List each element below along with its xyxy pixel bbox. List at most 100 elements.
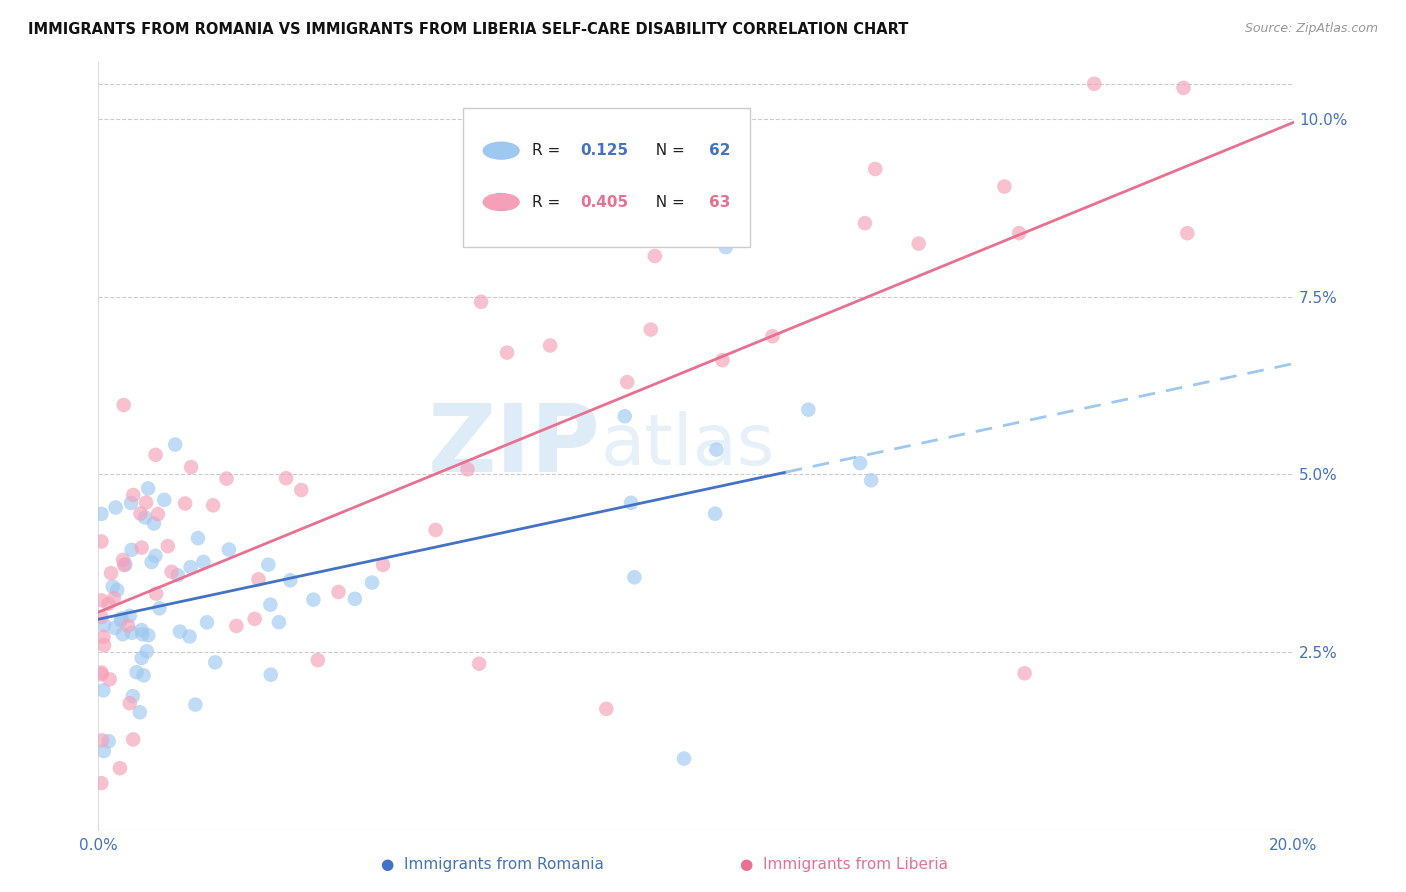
Point (711, 353, 734, 368)
Point (704, 442, 727, 457)
Point (93, 638, 115, 652)
Point (128, 705, 150, 719)
Point (131, 651, 153, 665)
Ellipse shape (484, 142, 519, 159)
Point (134, 510, 156, 524)
Point (111, 627, 134, 641)
Point (110, 613, 132, 627)
Point (120, 496, 142, 510)
Text: ●  Immigrants from Liberia: ● Immigrants from Liberia (740, 857, 948, 872)
Point (260, 667, 283, 681)
Point (90, 667, 112, 681)
Point (538, 338, 561, 352)
Point (141, 555, 163, 569)
Point (290, 483, 312, 497)
Point (328, 585, 350, 599)
Point (121, 689, 143, 703)
Point (100, 566, 122, 580)
Point (456, 462, 478, 476)
Point (225, 619, 247, 633)
Point (104, 621, 127, 635)
Point (110, 611, 132, 625)
Point (371, 558, 394, 572)
Point (425, 523, 447, 537)
Point (145, 448, 167, 462)
Point (361, 575, 384, 590)
Point (117, 619, 139, 633)
Point (112, 558, 135, 573)
Point (184, 698, 207, 712)
Point (613, 409, 636, 424)
Text: R =: R = (533, 143, 565, 158)
Point (174, 496, 197, 510)
Point (91, 733, 114, 747)
Text: N =: N = (645, 143, 689, 158)
Point (90, 507, 112, 521)
Point (187, 531, 209, 545)
Point (90, 610, 112, 624)
Point (860, 474, 883, 488)
Point (993, 179, 1015, 194)
Point (1083, 77, 1105, 91)
Point (280, 573, 302, 587)
Point (865, 161, 887, 176)
Point (121, 542, 143, 557)
Point (131, 623, 153, 637)
Point (257, 558, 280, 572)
Point (247, 572, 270, 586)
Point (267, 615, 290, 630)
Point (195, 615, 218, 630)
Point (218, 542, 240, 557)
Point (616, 375, 638, 389)
Point (165, 437, 187, 451)
Text: ZIP: ZIP (427, 400, 600, 492)
Point (853, 216, 876, 230)
Point (180, 560, 202, 574)
Text: IMMIGRANTS FROM ROMANIA VS IMMIGRANTS FROM LIBERIA SELF-CARE DISABILITY CORRELAT: IMMIGRANTS FROM ROMANIA VS IMMIGRANTS FR… (28, 22, 908, 37)
Point (153, 492, 176, 507)
Point (136, 482, 159, 496)
Point (122, 488, 145, 502)
Point (142, 516, 165, 531)
Point (468, 657, 491, 671)
Point (90, 665, 112, 680)
Point (145, 549, 167, 563)
Point (704, 507, 727, 521)
Point (1008, 226, 1031, 240)
Point (595, 702, 617, 716)
Point (849, 456, 872, 470)
Point (202, 499, 225, 513)
Point (90, 534, 112, 549)
Point (623, 570, 645, 584)
Point (131, 627, 153, 641)
Point (243, 612, 266, 626)
Point (98, 673, 121, 687)
Point (343, 591, 366, 606)
Point (496, 345, 519, 359)
Text: atlas: atlas (600, 411, 775, 481)
Point (146, 507, 169, 521)
Point (121, 625, 143, 640)
Point (118, 608, 141, 623)
Point (122, 732, 145, 747)
Point (204, 656, 226, 670)
Point (93, 630, 115, 644)
Ellipse shape (484, 194, 519, 211)
Point (1173, 81, 1195, 95)
Point (302, 592, 325, 607)
Point (714, 240, 737, 254)
Point (114, 558, 136, 572)
Point (101, 580, 124, 594)
Point (132, 668, 155, 682)
Point (118, 696, 141, 710)
Text: 63: 63 (709, 194, 731, 210)
Point (105, 583, 128, 598)
Point (761, 329, 783, 343)
Point (179, 630, 201, 644)
Point (97, 734, 120, 748)
Point (644, 249, 666, 263)
Text: ●  Immigrants from Romania: ● Immigrants from Romania (381, 857, 603, 872)
Point (90, 776, 112, 790)
Point (274, 471, 297, 485)
Point (103, 591, 125, 606)
